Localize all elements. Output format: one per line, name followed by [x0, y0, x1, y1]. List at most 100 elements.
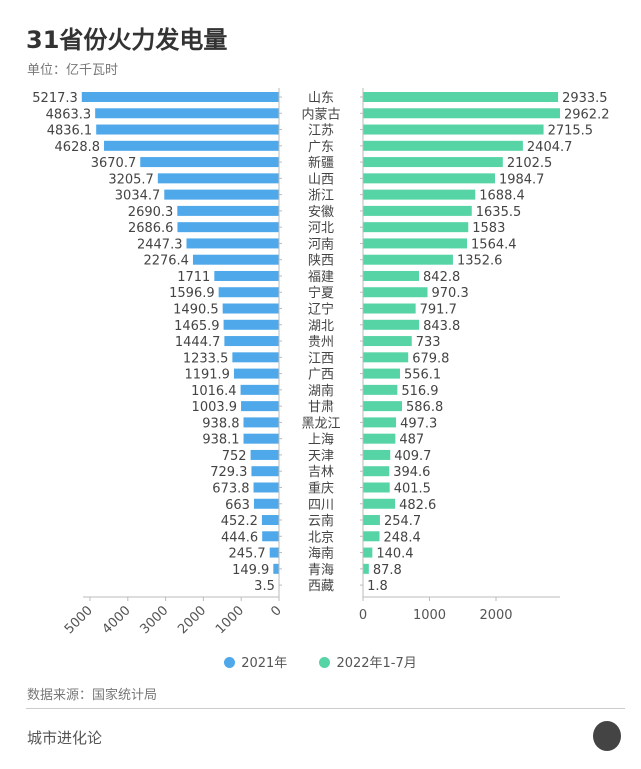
- legend: 2021年 2022年1-7月: [0, 652, 641, 671]
- bar-2022: [363, 466, 390, 477]
- data-label-2022: 254.7: [384, 514, 421, 529]
- data-label-2021: 938.1: [202, 433, 239, 448]
- data-label-2021: 3205.7: [108, 172, 154, 187]
- category-label: 辽宁: [308, 302, 334, 318]
- legend-item-2021[interactable]: 2021年: [224, 652, 287, 671]
- category-label: 云南: [308, 513, 334, 529]
- bar-2021: [177, 205, 279, 216]
- data-label-2021: 149.9: [232, 563, 269, 578]
- bar-2022: [363, 563, 369, 574]
- bar-2022: [363, 254, 453, 265]
- data-label-2022: 1564.4: [471, 237, 517, 252]
- data-label-2022: 248.4: [384, 530, 421, 545]
- bar-2021: [186, 238, 279, 249]
- data-label-2021: 2447.3: [137, 237, 183, 252]
- category-label: 甘肃: [308, 400, 334, 415]
- legend-item-2022[interactable]: 2022年1-7月: [319, 652, 417, 671]
- x-tick-label-right: 2000: [479, 608, 512, 623]
- bar-2021: [218, 287, 279, 298]
- data-label-2022: 394.6: [393, 465, 430, 480]
- bar-2021: [261, 515, 279, 526]
- category-label: 广西: [308, 368, 334, 383]
- data-label-2021: 4628.8: [55, 140, 101, 155]
- category-label: 山西: [308, 172, 334, 187]
- x-tick-label-left: 5000: [62, 603, 96, 637]
- legend-dot-icon: [319, 657, 331, 668]
- data-label-2021: 2690.3: [128, 205, 174, 220]
- category-label: 江西: [308, 351, 334, 366]
- bar-2021: [224, 336, 279, 347]
- data-label-2022: 487: [399, 433, 424, 448]
- data-label-2022: 2933.5: [562, 91, 608, 106]
- bar-2021: [269, 547, 279, 558]
- bar-2021: [232, 352, 279, 363]
- data-label-2022: 1688.4: [479, 189, 524, 204]
- bar-2021: [177, 222, 279, 233]
- category-label: 福建: [308, 270, 334, 285]
- data-label-2021: 1233.5: [183, 351, 229, 366]
- bar-2022: [363, 140, 523, 151]
- category-label: 吉林: [308, 465, 334, 480]
- bar-2022: [363, 157, 503, 168]
- bar-2022: [363, 189, 476, 200]
- bar-2021: [243, 433, 279, 444]
- data-label-2022: 87.8: [373, 563, 402, 578]
- bar-2022: [363, 319, 420, 330]
- data-label-2021: 752: [222, 449, 247, 464]
- x-tick-label-left: 3000: [137, 603, 171, 637]
- data-label-2021: 245.7: [228, 547, 265, 562]
- data-label-2022: 733: [416, 335, 441, 350]
- bar-2022: [363, 449, 391, 460]
- data-label-2021: 673.8: [212, 481, 249, 496]
- category-label: 内蒙古: [301, 106, 340, 122]
- category-label: 海南: [308, 546, 334, 562]
- data-label-2021: 729.3: [210, 465, 247, 480]
- x-tick-label-right: 1000: [413, 608, 446, 623]
- x-tick-label-left: 1000: [213, 603, 247, 637]
- bar-2021: [241, 401, 279, 412]
- bar-2021: [214, 270, 279, 281]
- bar-2022: [363, 352, 409, 363]
- data-label-2021: 663: [225, 498, 250, 513]
- legend-label: 2022年1-7月: [336, 656, 417, 671]
- data-label-2021: 2276.4: [143, 254, 189, 269]
- bar-2022: [363, 401, 403, 412]
- data-label-2021: 4863.3: [46, 107, 92, 122]
- category-label: 江苏: [308, 123, 334, 139]
- category-label: 四川: [308, 498, 334, 513]
- bar-2022: [363, 417, 397, 428]
- category-label: 贵州: [308, 335, 334, 350]
- data-label-2022: 2962.2: [564, 107, 610, 122]
- bar-2022: [363, 287, 428, 298]
- category-label: 重庆: [308, 480, 334, 496]
- bar-2021: [222, 303, 279, 314]
- x-tick-label-left: 2000: [175, 603, 209, 637]
- data-label-2022: 516.9: [401, 384, 438, 399]
- bar-2022: [363, 531, 380, 542]
- data-label-2022: 1583: [472, 221, 505, 236]
- data-label-2021: 1490.5: [173, 303, 219, 318]
- data-label-2022: 842.8: [423, 270, 460, 285]
- data-label-2021: 1003.9: [192, 400, 238, 415]
- data-label-2022: 791.7: [420, 303, 457, 318]
- data-label-2022: 1352.6: [457, 254, 503, 269]
- bar-2022: [363, 222, 469, 233]
- data-label-2021: 1465.9: [174, 319, 220, 334]
- data-label-2022: 556.1: [404, 368, 441, 383]
- bar-2022: [363, 270, 420, 281]
- bar-2021: [240, 384, 279, 395]
- category-label: 河北: [308, 221, 334, 236]
- chart-title: 31省份火力发电量: [26, 26, 228, 54]
- data-label-2022: 2102.5: [507, 156, 553, 171]
- bar-2021: [223, 319, 279, 330]
- bar-2021: [96, 124, 279, 135]
- data-label-2022: 1.8: [367, 579, 388, 594]
- bar-2021: [233, 368, 279, 379]
- bar-2022: [363, 498, 396, 509]
- data-label-2021: 5217.3: [32, 91, 78, 106]
- category-label: 宁夏: [308, 285, 334, 301]
- data-label-2021: 4836.1: [47, 124, 93, 139]
- brand-logo: [593, 721, 621, 751]
- brand-name: 城市进化论: [27, 729, 103, 747]
